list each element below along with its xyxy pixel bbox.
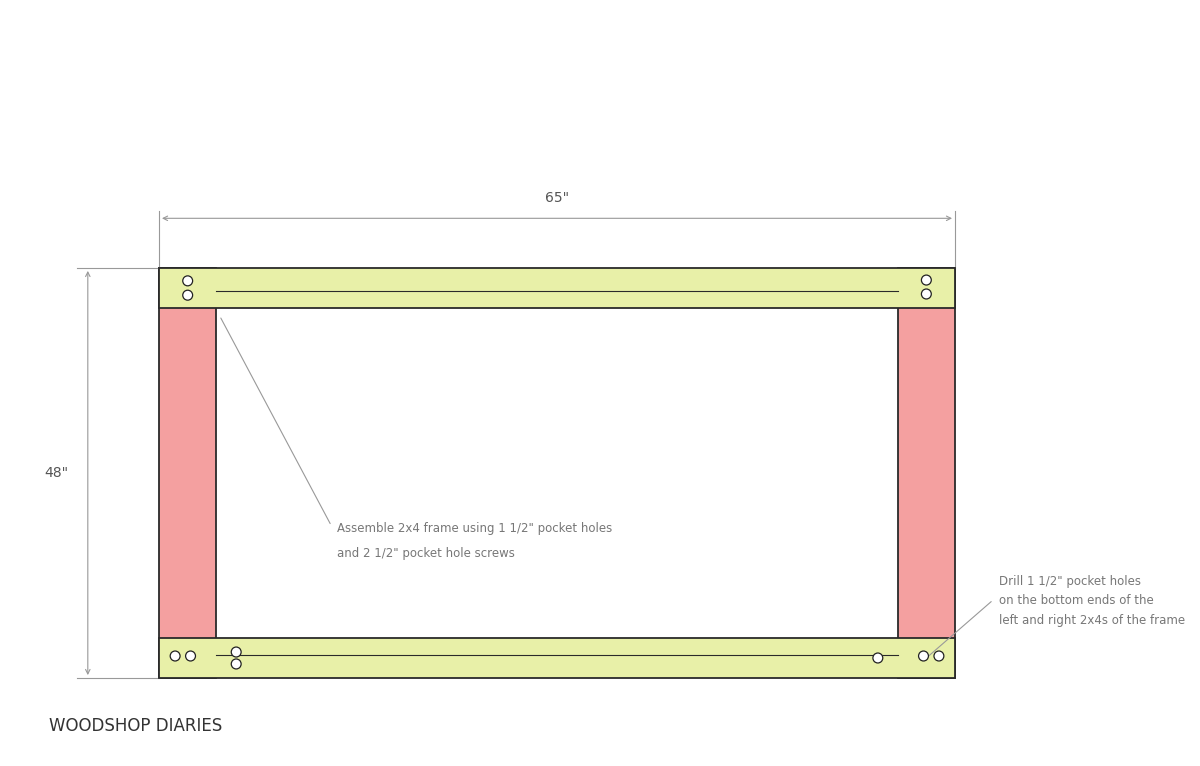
Ellipse shape <box>922 289 931 299</box>
Ellipse shape <box>918 651 929 661</box>
Ellipse shape <box>182 290 193 300</box>
Text: 65": 65" <box>545 191 569 205</box>
Text: 48": 48" <box>44 466 68 480</box>
Text: WOODSHOP DIARIES: WOODSHOP DIARIES <box>49 718 223 735</box>
Text: Drill 1 1/2" pocket holes: Drill 1 1/2" pocket holes <box>998 575 1141 588</box>
Bar <box>898 268 955 678</box>
Text: Assemble 2x4 frame using 1 1/2" pocket holes: Assemble 2x4 frame using 1 1/2" pocket h… <box>337 522 612 535</box>
Text: on the bottom ends of the: on the bottom ends of the <box>998 594 1153 607</box>
Ellipse shape <box>182 276 193 286</box>
Ellipse shape <box>186 651 196 661</box>
Ellipse shape <box>872 653 883 663</box>
Ellipse shape <box>232 647 241 657</box>
Ellipse shape <box>232 659 241 669</box>
Bar <box>160 268 216 678</box>
Text: and 2 1/2" pocket hole screws: and 2 1/2" pocket hole screws <box>337 547 515 560</box>
Ellipse shape <box>934 651 944 661</box>
Ellipse shape <box>922 275 931 285</box>
Text: left and right 2x4s of the frame: left and right 2x4s of the frame <box>998 614 1184 627</box>
Bar <box>160 268 955 308</box>
Bar <box>160 638 955 678</box>
Ellipse shape <box>170 651 180 661</box>
